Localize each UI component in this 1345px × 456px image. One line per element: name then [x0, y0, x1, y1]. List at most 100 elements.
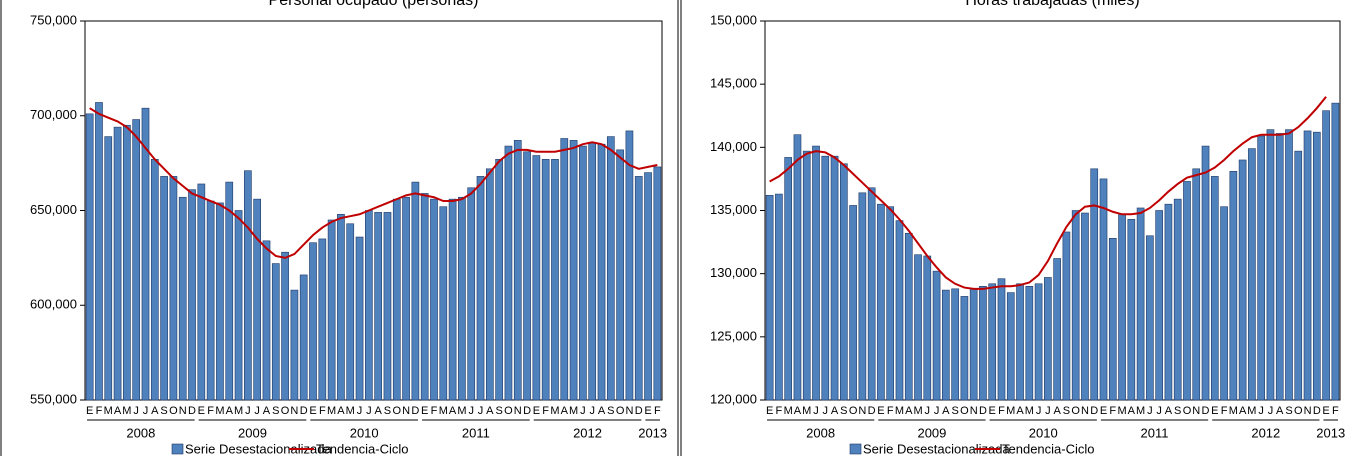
x-tick-label: A [337, 405, 345, 417]
x-tick-label: J [133, 405, 139, 417]
x-tick-label: M [1247, 405, 1256, 417]
x-tick-label: F [431, 405, 438, 417]
bar [821, 155, 830, 401]
x-tick-label: D [523, 405, 531, 417]
bar [132, 119, 141, 401]
bar [877, 203, 885, 401]
bar [1081, 212, 1089, 401]
x-tick-label: O [281, 405, 290, 417]
y-tick-label: 600,000 [30, 297, 77, 312]
bar [1155, 210, 1163, 401]
x-tick-label: S [160, 405, 167, 417]
bar [1146, 235, 1154, 401]
year-label: 2010 [1029, 425, 1058, 440]
x-tick-label: M [784, 405, 793, 417]
bar [830, 155, 839, 401]
bar [1257, 135, 1265, 401]
year-label: 2008 [806, 425, 835, 440]
bar [234, 210, 243, 401]
x-tick-label: S [272, 405, 279, 417]
bar [216, 202, 224, 401]
x-tick-label: A [226, 405, 234, 417]
x-tick-label: F [1221, 405, 1228, 417]
chart-title: Horas trabajadas (miles) [965, 0, 1139, 9]
x-tick-label: J [357, 405, 363, 417]
bar [244, 170, 252, 401]
x-tick-label: N [514, 405, 522, 417]
bar [588, 141, 597, 401]
bar [1266, 129, 1275, 401]
bar [1201, 145, 1210, 401]
legend-swatch [849, 443, 862, 455]
bar [123, 124, 131, 401]
x-tick-label: A [263, 405, 271, 417]
x-tick-label: J [823, 405, 829, 417]
bar [1164, 203, 1173, 401]
x-tick-label: M [457, 405, 466, 417]
x-tick-label: F [96, 405, 103, 417]
bar [402, 196, 410, 401]
trend-line [769, 96, 1327, 290]
x-tick-label: J [925, 405, 931, 417]
x-tick-label: S [607, 405, 614, 417]
y-tick-label: 130,000 [710, 265, 757, 280]
bar [784, 157, 793, 401]
bar [281, 251, 289, 401]
x-tick-label: F [1109, 405, 1116, 417]
bar [597, 143, 606, 401]
bar [1294, 150, 1303, 401]
x-tick-label: D [300, 405, 308, 417]
bar [197, 183, 206, 401]
x-tick-label: D [979, 405, 987, 417]
bar [858, 192, 867, 401]
bar [1108, 237, 1117, 401]
x-tick-label: J [1156, 405, 1162, 417]
x-tick-label: J [1258, 405, 1264, 417]
bar [1229, 171, 1238, 401]
bar [849, 205, 857, 401]
bar [1062, 231, 1071, 401]
bar [327, 219, 336, 401]
x-tick-label: N [1192, 405, 1200, 417]
bar [625, 130, 634, 401]
bar [411, 181, 420, 401]
year-label: 2008 [126, 425, 155, 440]
bar [644, 172, 652, 401]
bar [225, 181, 234, 401]
x-tick-label: O [504, 405, 513, 417]
bar [1192, 168, 1201, 401]
x-tick-label: E [1322, 405, 1329, 417]
x-tick-label: M [895, 405, 904, 417]
bar [1006, 292, 1015, 401]
x-tick-label: E [533, 405, 540, 417]
y-tick-label: 550,000 [30, 391, 77, 406]
bar [495, 159, 503, 401]
x-tick-label: J [1147, 405, 1153, 417]
x-tick-label: N [1081, 405, 1089, 417]
x-tick-label: N [858, 405, 866, 417]
panel-frame [0, 0, 679, 456]
x-tick-label: D [1090, 405, 1098, 417]
x-tick-label: F [319, 405, 326, 417]
x-tick-label: M [122, 405, 131, 417]
legend-label: Serie Desestacionalizada [185, 441, 332, 456]
x-tick-label: A [486, 405, 494, 417]
x-tick-label: O [849, 405, 858, 417]
bar [271, 263, 280, 401]
bar [448, 198, 457, 401]
x-tick-label: A [561, 405, 569, 417]
x-tick-label: F [998, 405, 1005, 417]
bar [1044, 277, 1052, 401]
x-tick-label: D [635, 405, 643, 417]
year-label: 2010 [350, 425, 379, 440]
x-tick-label: M [1117, 405, 1126, 417]
bar [1099, 178, 1108, 401]
year-label: 2009 [917, 425, 946, 440]
x-tick-label: A [598, 405, 606, 417]
year-label: 2013 [1316, 425, 1345, 440]
bar [997, 278, 1006, 401]
bar [85, 113, 94, 401]
year-label: 2012 [1251, 425, 1280, 440]
bar [960, 296, 969, 401]
legend-label: Tendencia-Ciclo [1002, 441, 1095, 456]
